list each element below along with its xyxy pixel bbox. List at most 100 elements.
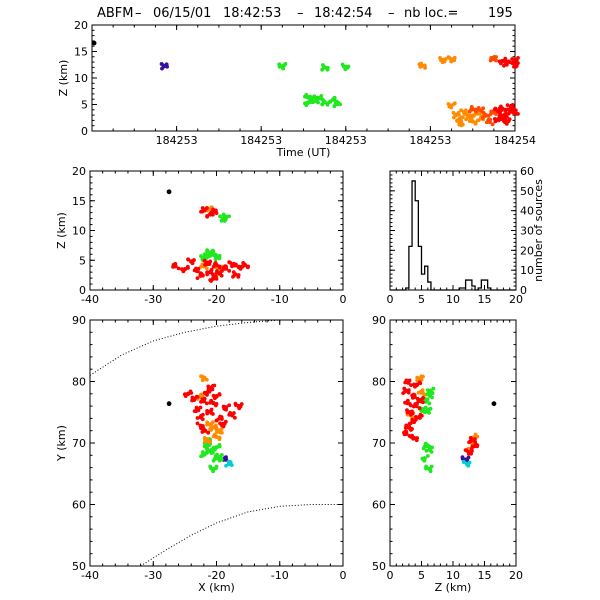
source-point — [462, 109, 467, 115]
source-point — [207, 422, 213, 427]
source-point — [217, 416, 222, 421]
source-point — [427, 447, 432, 452]
source-point — [226, 461, 232, 467]
source-point — [214, 434, 219, 440]
series-group — [277, 62, 351, 109]
source-point — [406, 380, 411, 385]
y-tick-label: 60 — [372, 499, 386, 512]
source-point — [208, 464, 213, 469]
source-point — [423, 65, 428, 70]
source-point — [508, 104, 513, 109]
source-point — [220, 421, 226, 427]
source-point — [418, 381, 423, 386]
y-tick-label: 50 — [372, 560, 386, 573]
source-point — [504, 61, 509, 66]
source-point — [424, 466, 428, 471]
source-point — [463, 448, 468, 453]
title-count-value: 195 — [488, 6, 513, 21]
series-group — [417, 55, 486, 128]
source-point — [236, 403, 241, 409]
series-group — [461, 459, 472, 468]
panel-x_height: -40 -30 -20 -10 0 0 5 10 15 20 Z (km) — [55, 165, 347, 306]
y-tick-label: 10 — [72, 225, 86, 238]
source-point — [201, 207, 207, 212]
x-axis-label: Time (UT) — [276, 146, 331, 159]
y-axis-label: Z (km) — [55, 212, 68, 249]
source-point — [449, 103, 454, 108]
source-point — [453, 112, 458, 118]
source-point — [173, 264, 178, 269]
source-point — [204, 401, 209, 406]
x-tick-label: 184253 — [325, 134, 367, 147]
title-dash-3: – — [388, 6, 395, 21]
source-point — [186, 257, 191, 262]
source-point — [426, 466, 432, 472]
histogram-bin — [488, 288, 491, 290]
panel-height_y: 0 5 10 15 20 50 60 70 80 90 Z (km) — [372, 314, 523, 594]
source-point — [236, 273, 241, 277]
source-point — [512, 57, 518, 63]
boundary-lower-curve — [140, 504, 343, 567]
source-point — [214, 394, 219, 399]
y-tick-label: 90 — [72, 314, 86, 327]
source-point — [185, 391, 191, 396]
title-dash-1: – — [135, 6, 142, 21]
histogram-bin — [422, 274, 425, 290]
x-tick-label: 184253 — [156, 134, 198, 147]
source-point — [217, 428, 222, 433]
source-point — [176, 266, 181, 271]
source-point — [464, 461, 470, 467]
source-point — [236, 264, 241, 269]
source-point — [322, 100, 327, 105]
source-point — [419, 390, 424, 395]
reference-marker — [166, 401, 172, 407]
source-point — [325, 65, 330, 70]
source-point — [419, 63, 425, 69]
source-point — [424, 448, 429, 453]
x-tick-label: 15 — [478, 569, 492, 582]
source-point — [417, 406, 422, 411]
source-point — [204, 260, 210, 265]
source-point — [407, 421, 412, 426]
series-group — [171, 206, 251, 283]
x-tick-label: 10 — [446, 293, 460, 306]
source-point — [223, 214, 229, 220]
source-point — [414, 438, 419, 443]
title-prefix: ABFM — [97, 6, 134, 21]
x-tick-label: 0 — [387, 293, 394, 306]
panel-time_height: 184253 184253 184253 184253 184254 0 5 10 15 20 Ti… — [57, 19, 536, 159]
source-point — [414, 382, 420, 387]
series-group — [401, 378, 480, 456]
title-time-end: 18:42:54 — [314, 6, 372, 21]
source-point — [411, 435, 417, 441]
source-point — [233, 272, 238, 277]
source-point — [205, 270, 209, 275]
source-point — [456, 110, 461, 115]
title-date: 06/15/01 — [153, 6, 211, 21]
source-point — [215, 269, 219, 273]
source-point — [218, 214, 222, 219]
source-point — [217, 265, 222, 270]
source-point — [414, 417, 418, 422]
source-point — [230, 262, 235, 267]
x-tick-label: 0 — [340, 293, 347, 306]
source-point — [239, 402, 244, 406]
source-point — [500, 106, 505, 111]
x-tick-label: 184253 — [409, 134, 451, 147]
series-group — [224, 459, 234, 468]
reference-marker — [91, 40, 97, 46]
histogram-bin — [481, 280, 484, 290]
x-tick-label: -40 — [81, 293, 99, 306]
y-tick-label: 20 — [72, 165, 86, 178]
source-point — [209, 385, 214, 390]
histogram-bin — [469, 280, 472, 290]
series-group — [182, 383, 244, 435]
histogram-bin — [415, 201, 418, 290]
y-tick-label: 15 — [74, 46, 88, 59]
series-group — [159, 62, 169, 71]
source-point — [471, 113, 476, 117]
source-point — [208, 439, 213, 444]
source-point — [467, 109, 472, 114]
source-point — [189, 259, 194, 264]
source-point — [470, 119, 475, 124]
